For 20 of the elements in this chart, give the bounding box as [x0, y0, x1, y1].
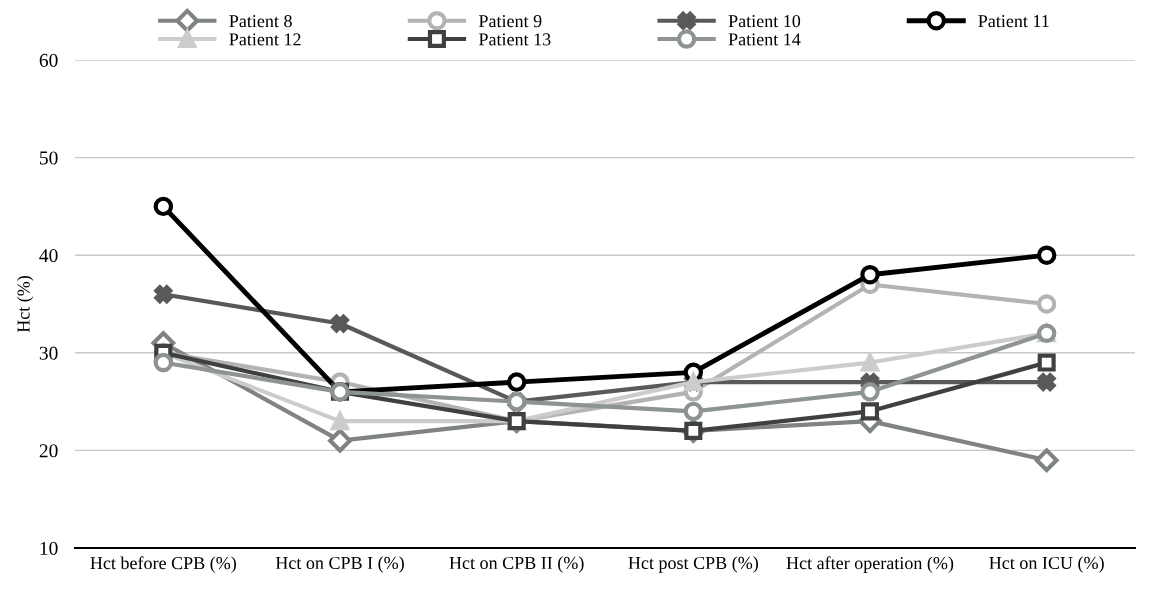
legend-label: Patient 14 [728, 33, 801, 46]
legend-label: Patient 9 [478, 15, 542, 28]
x-tick-label: Hct on CPB II (%) [449, 556, 584, 573]
y-tick-label: 50 [40, 151, 58, 165]
legend-label: Patient 10 [728, 15, 801, 28]
y-axis-title: Hct (%) [16, 275, 34, 333]
y-tick-label: 20 [39, 444, 58, 458]
x-tick-label: Hct on CPB I (%) [275, 556, 404, 573]
legend-label: Patient 13 [478, 33, 551, 46]
x-tick-label: Hct before CPB (%) [90, 556, 236, 573]
legend-label: Patient 8 [229, 15, 292, 28]
y-tick-label: 60 [39, 53, 58, 67]
y-tick-label: 40 [39, 249, 58, 263]
x-tick-label: Hct after operation (%) [786, 556, 954, 573]
y-tick-label: 10 [40, 541, 58, 555]
x-tick-label: Hct on ICU (%) [989, 556, 1104, 573]
x-tick-label: Hct post CPB (%) [628, 556, 758, 573]
legend-label: Patient 11 [978, 15, 1049, 28]
y-tick-label: 30 [39, 346, 58, 360]
legend-label: Patient 12 [229, 33, 301, 46]
